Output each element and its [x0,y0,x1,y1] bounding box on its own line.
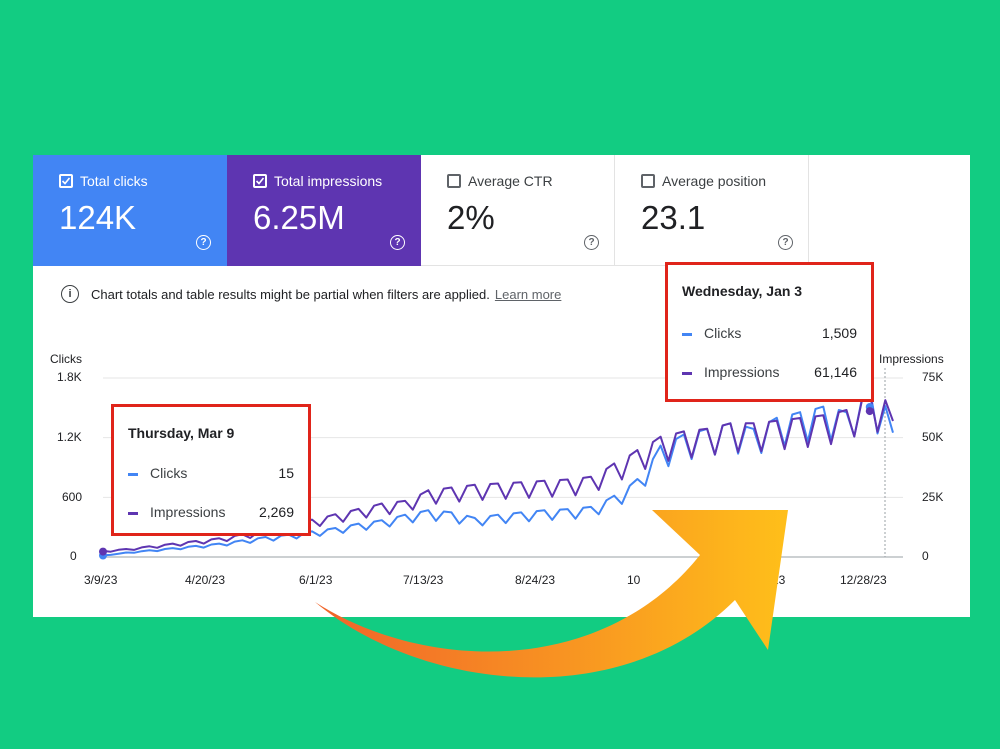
notice-text: Chart totals and table results might be … [91,286,490,302]
tooltip-mar-9: Thursday, Mar 9 Clicks 15 Impressions 2,… [111,404,311,536]
y-tick-right: 75K [922,370,944,384]
data-point-marker [865,407,874,416]
average-ctr-label: Average CTR [468,173,553,189]
total-impressions-value: 6.25M [253,199,345,236]
series-line-clicks [102,387,894,557]
total-clicks-value: 124K [59,199,137,236]
total-clicks-label: Total clicks [80,173,148,189]
help-icon[interactable]: ? [196,235,211,250]
tooltip-row-value: 1,509 [821,325,857,341]
chart-markers [99,402,874,560]
data-point-marker [99,547,107,556]
tooltip-row-clicks: Clicks 1,509 [682,325,885,341]
total-clicks-checkbox[interactable] [59,174,73,188]
y-tick-left: 1.2K [57,430,82,444]
impressions-swatch [128,511,138,515]
help-icon[interactable]: ? [390,235,405,250]
total-impressions-card[interactable]: Total impressions 6.25M ? [227,155,421,266]
tooltip-date: Thursday, Mar 9 [128,425,235,441]
learn-more-link[interactable]: Learn more [494,286,562,302]
average-ctr-checkbox[interactable] [447,174,461,188]
y-tick-left: 600 [62,490,83,504]
total-impressions-label: Total impressions [274,173,383,189]
performance-panel: Total clicks 124K ? Total impressions 6.… [33,155,970,617]
checkmark-icon [61,177,71,185]
x-tick: 7/1 [403,573,420,587]
y-tick-left: 1.8K [57,370,82,384]
tooltip-jan-3: Wednesday, Jan 3 Clicks 1,509 Impression… [665,262,874,402]
tooltip-row-value: 2,269 [258,504,294,520]
partial-data-notice: i Chart totals and table results might b… [61,285,561,303]
average-ctr-value: 2% [447,199,495,236]
tooltip-row-impressions: Impressions 61,146 [682,364,885,380]
tooltip-row-clicks: Clicks 15 [128,465,322,481]
y-tick-right: 0 [922,549,929,563]
tooltip-row-label: Impressions [150,504,226,520]
help-icon[interactable]: ? [584,235,599,250]
arrow-shape [315,510,788,678]
tooltip-row-label: Impressions [704,364,780,380]
x-tick: 12/28/23 [840,573,887,587]
tooltip-row-value: 61,146 [814,364,857,380]
x-tick: 6/1/23 [299,573,333,587]
x-tick: 10 [627,573,641,587]
checkmark-icon [255,177,265,185]
average-position-checkbox[interactable] [641,174,655,188]
help-icon[interactable]: ? [778,235,793,250]
average-position-card[interactable]: Average position 23.1 ? [615,155,809,266]
right-axis-title: Impressions [879,352,944,366]
x-tick: 3/23 [420,573,444,587]
clicks-swatch [128,472,138,476]
y-tick-left: 0 [70,549,77,563]
info-icon: i [61,285,79,303]
tooltip-row-label: Clicks [150,465,188,481]
average-position-label: Average position [662,173,767,189]
average-ctr-card[interactable]: Average CTR 2% ? [421,155,615,266]
average-position-value: 23.1 [641,199,706,236]
tooltip-date: Wednesday, Jan 3 [682,283,803,299]
tooltip-row-label: Clicks [704,325,742,341]
clicks-swatch [682,332,692,336]
x-tick: 8/24/23 [515,573,556,587]
metric-cards: Total clicks 124K ? Total impressions 6.… [33,155,810,266]
total-clicks-card[interactable]: Total clicks 124K ? [33,155,227,266]
tooltip-row-value: 15 [278,465,294,481]
total-impressions-checkbox[interactable] [253,174,267,188]
impressions-swatch [682,371,692,375]
x-tick: 4/20/23 [185,573,226,587]
y-tick-right: 50K [922,430,944,444]
left-axis-title: Clicks [50,352,82,366]
y-tick-right: 25K [922,490,944,504]
x-tick: 3/9/23 [84,573,118,587]
tooltip-row-impressions: Impressions 2,269 [128,504,322,520]
